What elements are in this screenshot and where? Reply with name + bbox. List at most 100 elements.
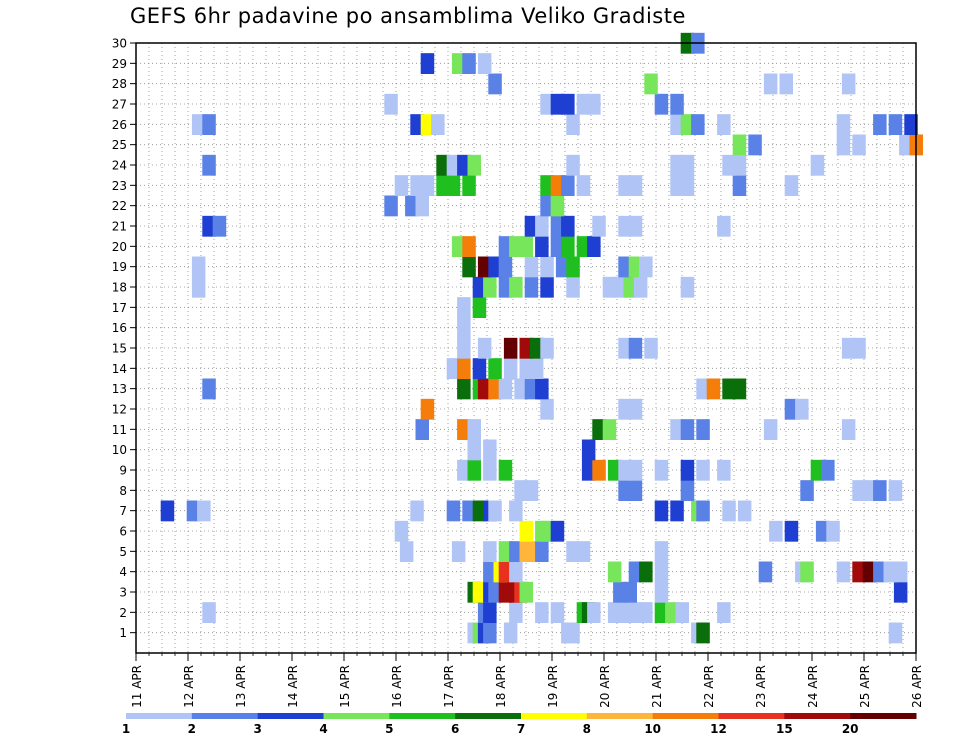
- heatmap-cell: [420, 175, 435, 196]
- heatmap-cell: [524, 541, 539, 562]
- heatmap-cell: [503, 622, 518, 644]
- x-tick-label: 17 APR: [442, 665, 456, 708]
- heatmap-cell: [503, 358, 518, 379]
- colorbar-segment: [652, 713, 719, 719]
- heatmap-cell: [722, 154, 736, 176]
- heatmap-cell: [483, 602, 497, 623]
- y-tick-label: 3: [119, 586, 127, 600]
- heatmap-cell: [618, 480, 632, 501]
- y-tick-label: 5: [119, 545, 127, 559]
- heatmap-cell: [576, 236, 591, 257]
- heatmap-cell: [784, 398, 799, 420]
- heatmap-cell: [888, 622, 903, 644]
- heatmap-cell: [467, 439, 481, 461]
- heatmap-cell: [509, 561, 523, 583]
- colorbar-label: 6: [451, 722, 459, 736]
- heatmap-cell: [472, 297, 487, 318]
- heatmap-cell: [841, 73, 856, 95]
- heatmap-cell: [618, 337, 632, 359]
- heatmap-cell: [483, 439, 497, 461]
- heatmap-cell: [841, 419, 856, 440]
- colorbar-label: 4: [319, 722, 327, 736]
- y-tick-label: 11: [112, 423, 127, 437]
- heatmap-cell: [732, 134, 747, 156]
- colorbar-label: 20: [842, 722, 859, 736]
- heatmap-cell: [581, 439, 596, 461]
- heatmap-cell: [498, 378, 513, 400]
- heatmap-cell: [628, 337, 643, 359]
- y-tick-label: 28: [112, 77, 127, 91]
- y-tick-label: 15: [112, 342, 127, 356]
- heatmap-cell: [862, 480, 877, 501]
- heatmap-cell: [477, 337, 492, 359]
- heatmap-cell: [576, 93, 591, 115]
- heatmap-cell: [581, 459, 596, 481]
- heatmap-cell: [654, 93, 669, 115]
- heatmap-cell: [888, 480, 903, 501]
- heatmap-cell: [509, 236, 523, 257]
- heatmap-cell: [680, 114, 695, 135]
- heatmap-cell: [509, 602, 523, 623]
- heatmap-cell: [488, 256, 502, 278]
- heatmap-cell: [717, 114, 731, 135]
- heatmap-cell: [654, 602, 669, 623]
- heatmap-cell: [457, 297, 471, 318]
- x-tick-label: 22 APR: [702, 665, 716, 708]
- colorbar-label: 10: [644, 722, 661, 736]
- heatmap-cell: [576, 175, 591, 196]
- heatmap-cell: [191, 114, 206, 135]
- heatmap-cell: [462, 175, 476, 196]
- heatmap-cell: [483, 459, 497, 481]
- heatmap-cell: [706, 378, 721, 400]
- heatmap-cell: [566, 256, 580, 278]
- colorbar-label: 2: [188, 722, 196, 736]
- x-tick-label: 14 APR: [286, 665, 300, 708]
- heatmap-cell: [472, 358, 487, 379]
- y-tick-label: 17: [112, 301, 127, 315]
- heatmap-cell: [618, 398, 632, 420]
- heatmap-cell: [202, 215, 216, 237]
- heatmap-cell: [535, 215, 549, 237]
- heatmap-cell: [160, 500, 175, 522]
- y-tick-label: 23: [112, 179, 127, 193]
- heatmap-cell: [462, 53, 476, 74]
- heatmap-cell: [431, 114, 445, 135]
- y-tick-label: 30: [112, 37, 127, 51]
- y-tick-label: 19: [112, 260, 127, 274]
- heatmap-cell: [535, 602, 549, 623]
- heatmap-cell: [618, 459, 632, 481]
- colorbar-segment: [323, 713, 390, 719]
- heatmap-cell: [202, 154, 216, 176]
- heatmap-cell: [696, 500, 710, 522]
- heatmap-cell: [873, 114, 887, 135]
- heatmap-cell: [779, 73, 793, 95]
- heatmap-cell: [524, 378, 539, 400]
- heatmap-cell: [769, 520, 783, 542]
- heatmap-cell: [633, 276, 648, 298]
- colorbar-segment: [126, 713, 193, 719]
- heatmap-cell: [566, 114, 580, 135]
- y-tick-label: 13: [112, 382, 127, 396]
- y-tick-label: 9: [119, 464, 127, 478]
- heatmap-cell: [732, 175, 747, 196]
- heatmap-cell: [498, 561, 513, 583]
- heatmap-cell: [628, 256, 643, 278]
- heatmap-cell: [488, 581, 502, 603]
- heatmap-cell: [607, 561, 622, 583]
- heatmap-cell: [888, 114, 903, 135]
- heatmap-cell: [457, 317, 471, 339]
- heatmap-cell: [618, 602, 632, 623]
- heatmap-cell: [498, 459, 513, 481]
- heatmap-cell: [540, 398, 554, 420]
- heatmap-cell: [836, 114, 851, 135]
- heatmap-cell: [613, 581, 627, 603]
- heatmap-cell: [498, 581, 513, 603]
- y-tick-label: 24: [112, 159, 127, 173]
- heatmap-cell: [644, 73, 658, 95]
- heatmap-cell: [670, 114, 684, 135]
- heatmap-cell: [384, 93, 398, 115]
- heatmap-cell: [186, 500, 201, 522]
- heatmap-cell: [451, 53, 466, 74]
- heatmap-cell: [670, 154, 684, 176]
